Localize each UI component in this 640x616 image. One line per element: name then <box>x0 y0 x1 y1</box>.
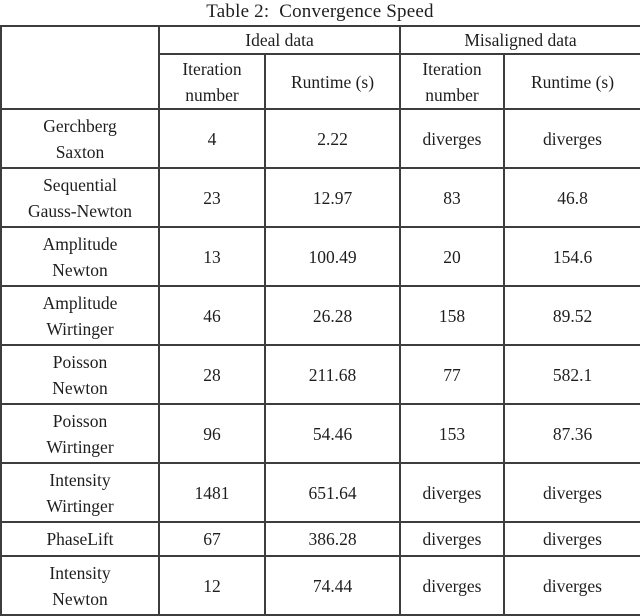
corner-cell <box>0 25 160 110</box>
ideal-runtime-value: 2.22 <box>264 108 401 169</box>
misaligned-runtime-value: diverges <box>502 462 640 523</box>
ideal-iteration-value: 96 <box>158 403 266 464</box>
misaligned-runtime-value: 154.6 <box>502 226 640 287</box>
ideal-iteration-value: 4 <box>158 108 266 169</box>
table-row: Sequential Gauss-Newton 23 12.97 83 46.8 <box>0 167 640 228</box>
misaligned-iteration-value: diverges <box>399 521 505 557</box>
table-row: Intensity Wirtinger 1481 651.64 diverges… <box>0 462 640 523</box>
misaligned-runtime-value: 89.52 <box>502 285 640 346</box>
method-name: Amplitude Newton <box>0 226 160 287</box>
method-name: Sequential Gauss-Newton <box>0 167 160 228</box>
misaligned-iteration-value: 20 <box>399 226 505 287</box>
misaligned-runtime-value: diverges <box>502 555 640 616</box>
misaligned-iteration-value: 158 <box>399 285 505 346</box>
table-row: Amplitude Newton 13 100.49 20 154.6 <box>0 226 640 287</box>
ideal-runtime-value: 54.46 <box>264 403 401 464</box>
ideal-runtime-value: 12.97 <box>264 167 401 228</box>
misaligned-iteration-value: 77 <box>399 344 505 405</box>
col-header-misaligned-iteration: Iteration number <box>399 53 505 110</box>
ideal-iteration-value: 12 <box>158 555 266 616</box>
ideal-iteration-value: 13 <box>158 226 266 287</box>
method-name: Intensity Newton <box>0 555 160 616</box>
group-header-misaligned: Misaligned data <box>398 25 640 55</box>
method-name: Amplitude Wirtinger <box>0 285 160 346</box>
method-name: Intensity Wirtinger <box>0 462 160 523</box>
method-name: Poisson Newton <box>0 344 160 405</box>
ideal-runtime-value: 100.49 <box>264 226 401 287</box>
table-row: Amplitude Wirtinger 46 26.28 158 89.52 <box>0 285 640 346</box>
table-row: Intensity Newton 12 74.44 diverges diver… <box>0 555 640 616</box>
misaligned-runtime-value: diverges <box>502 108 640 169</box>
method-name: Poisson Wirtinger <box>0 403 160 464</box>
col-header-ideal-runtime: Runtime (s) <box>264 53 401 110</box>
ideal-runtime-value: 26.28 <box>264 285 401 346</box>
method-name: PhaseLift <box>0 521 160 557</box>
ideal-iteration-value: 28 <box>158 344 266 405</box>
column-header-row: Iteration number Runtime (s) Iteration n… <box>1 53 640 110</box>
group-header-row: Ideal data Misaligned data <box>0 25 640 110</box>
misaligned-iteration-value: diverges <box>399 555 505 616</box>
table-row: Poisson Newton 28 211.68 77 582.1 <box>0 344 640 405</box>
table-row: PhaseLift 67 386.28 diverges diverges <box>0 521 640 557</box>
misaligned-runtime-value: 87.36 <box>502 403 640 464</box>
misaligned-runtime-value: 46.8 <box>502 167 640 228</box>
ideal-iteration-value: 23 <box>158 167 266 228</box>
ideal-iteration-value: 46 <box>158 285 266 346</box>
misaligned-iteration-value: 83 <box>399 167 505 228</box>
ideal-runtime-value: 386.28 <box>264 521 401 557</box>
col-header-ideal-iteration: Iteration number <box>158 53 266 110</box>
ideal-iteration-value: 67 <box>158 521 266 557</box>
col-header-misaligned-runtime: Runtime (s) <box>502 53 640 110</box>
table-row: Poisson Wirtinger 96 54.46 153 87.36 <box>0 403 640 464</box>
table-caption: Table 2: Convergence Speed <box>206 1 434 22</box>
ideal-runtime-value: 211.68 <box>264 344 401 405</box>
misaligned-runtime-value: diverges <box>502 521 640 557</box>
table-row: Gerchberg Saxton 4 2.22 diverges diverge… <box>0 108 640 169</box>
ideal-runtime-value: 651.64 <box>264 462 401 523</box>
group-header-ideal: Ideal data <box>158 25 401 55</box>
convergence-speed-table: Ideal data Misaligned data Iteration num… <box>0 25 640 616</box>
ideal-runtime-value: 74.44 <box>264 555 401 616</box>
misaligned-iteration-value: diverges <box>399 108 505 169</box>
misaligned-iteration-value: diverges <box>399 462 505 523</box>
misaligned-iteration-value: 153 <box>399 403 505 464</box>
method-name: Gerchberg Saxton <box>0 108 160 169</box>
misaligned-runtime-value: 582.1 <box>502 344 640 405</box>
ideal-iteration-value: 1481 <box>158 462 266 523</box>
